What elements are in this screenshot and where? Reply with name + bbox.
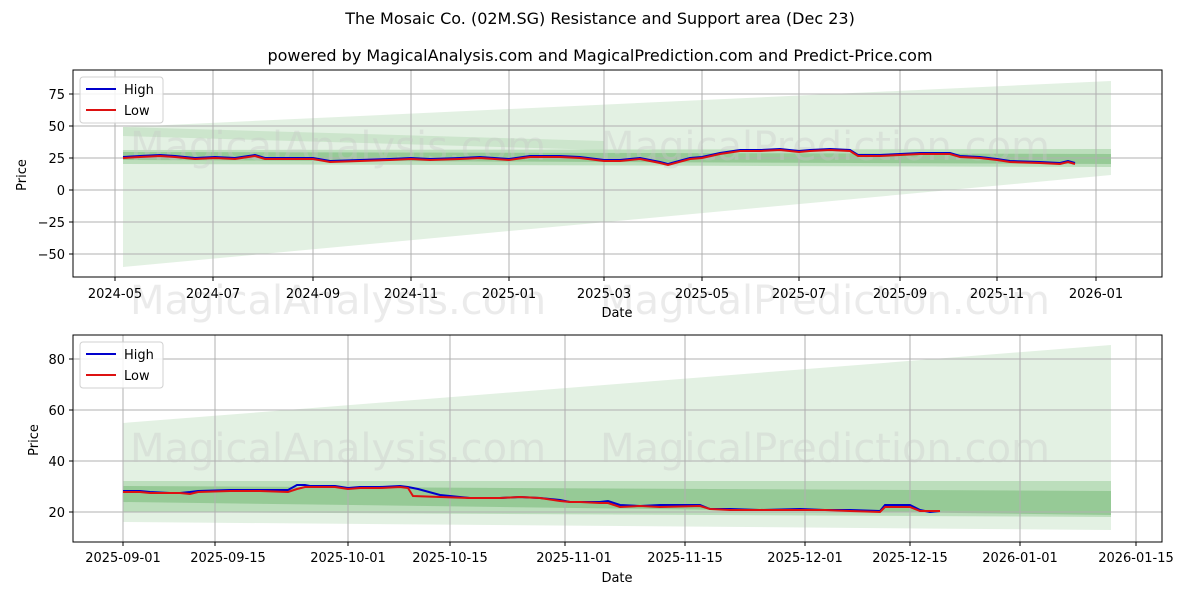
x-tick-label: 2025-11 bbox=[970, 287, 1024, 302]
legend-high-label: High bbox=[124, 83, 154, 98]
low-line-top bbox=[122, 148, 1076, 167]
x-tick-label: 2024-11 bbox=[384, 287, 438, 302]
x-tick-label: 2024-07 bbox=[186, 287, 240, 302]
top-y-axis-label: Price bbox=[15, 159, 30, 191]
x-tick-label: 2024-05 bbox=[88, 287, 142, 302]
y-tick-label: 20 bbox=[48, 506, 65, 521]
x-tick-label: 2025-05 bbox=[675, 287, 729, 302]
x-tick-label: 2025-11-01 bbox=[536, 551, 612, 566]
bottom-grid bbox=[73, 335, 1162, 542]
x-tick-label: 2026-01-01 bbox=[982, 551, 1058, 566]
watermark-prediction-3: MagicalPrediction.com bbox=[600, 426, 1050, 472]
x-tick-label: 2025-11-15 bbox=[647, 551, 723, 566]
legend-low-label: Low bbox=[124, 369, 150, 384]
chart-subtitle: powered by MagicalAnalysis.com and Magic… bbox=[267, 46, 933, 65]
x-tick-label: 2025-12-01 bbox=[767, 551, 843, 566]
watermark-analysis: MagicalAnalysis.com bbox=[130, 124, 546, 170]
chart-title: The Mosaic Co. (02M.SG) Resistance and S… bbox=[345, 9, 855, 28]
x-tick-label: 2025-12-15 bbox=[872, 551, 948, 566]
y-tick-label: 60 bbox=[48, 404, 65, 419]
bottom-y-tick-labels: 80 60 40 20 bbox=[48, 353, 65, 521]
y-tick-label: 25 bbox=[48, 152, 65, 167]
top-legend: High Low bbox=[79, 76, 164, 124]
y-tick-label: 40 bbox=[48, 455, 65, 470]
outer-band bbox=[123, 81, 1111, 267]
y-tick-label: −50 bbox=[38, 248, 65, 263]
x-tick-label: 2025-09 bbox=[873, 287, 927, 302]
legend-low-label: Low bbox=[124, 104, 150, 119]
upper-wedge-band bbox=[123, 127, 604, 150]
watermark-analysis-2: MagicalAnalysis.com bbox=[130, 278, 546, 324]
top-plot-frame bbox=[72, 69, 1163, 278]
x-tick-label: 2026-01-15 bbox=[1098, 551, 1174, 566]
bottom-x-tick-labels: 2025-09-01 2025-09-15 2025-10-01 2025-10… bbox=[85, 551, 1174, 566]
legend-high-label: High bbox=[124, 348, 154, 363]
x-tick-label: 2025-10-15 bbox=[412, 551, 488, 566]
bottom-legend: High Low bbox=[79, 341, 164, 389]
top-y-tick-labels: 75 50 25 0 −25 −50 bbox=[38, 88, 65, 263]
top-chart: MagicalAnalysis.com MagicalPrediction.co… bbox=[15, 69, 1163, 324]
x-tick-label: 2025-03 bbox=[577, 287, 631, 302]
low-line-bottom bbox=[123, 485, 940, 514]
watermark-analysis-3: MagicalAnalysis.com bbox=[130, 426, 546, 472]
top-y-ticks bbox=[69, 93, 73, 255]
x-tick-label: 2025-09-01 bbox=[85, 551, 161, 566]
x-tick-label: 2025-09-15 bbox=[190, 551, 266, 566]
x-tick-label: 2024-09 bbox=[286, 287, 340, 302]
bottom-x-axis-label: Date bbox=[601, 571, 632, 586]
y-tick-label: −25 bbox=[38, 216, 65, 231]
y-tick-label: 0 bbox=[57, 184, 65, 199]
watermark-prediction-2: MagicalPrediction.com bbox=[600, 278, 1050, 324]
core-band bbox=[123, 486, 1111, 515]
top-x-axis-label: Date bbox=[601, 306, 632, 321]
x-tick-label: 2026-01 bbox=[1069, 287, 1123, 302]
x-tick-label: 2025-01 bbox=[482, 287, 536, 302]
y-tick-label: 75 bbox=[48, 88, 65, 103]
top-x-ticks bbox=[114, 277, 1097, 281]
top-x-tick-labels: 2024-05 2024-07 2024-09 2024-11 2025-01 … bbox=[88, 287, 1123, 302]
y-tick-label: 80 bbox=[48, 353, 65, 368]
y-tick-label: 50 bbox=[48, 120, 65, 135]
bottom-y-axis-label: Price bbox=[27, 424, 42, 456]
bottom-chart: MagicalAnalysis.com MagicalPrediction.co… bbox=[27, 334, 1174, 586]
x-tick-label: 2025-10-01 bbox=[310, 551, 386, 566]
x-tick-label: 2025-07 bbox=[772, 287, 826, 302]
bottom-plot-frame bbox=[72, 334, 1163, 543]
bottom-x-ticks bbox=[122, 542, 1137, 546]
bottom-y-ticks bbox=[69, 358, 73, 513]
